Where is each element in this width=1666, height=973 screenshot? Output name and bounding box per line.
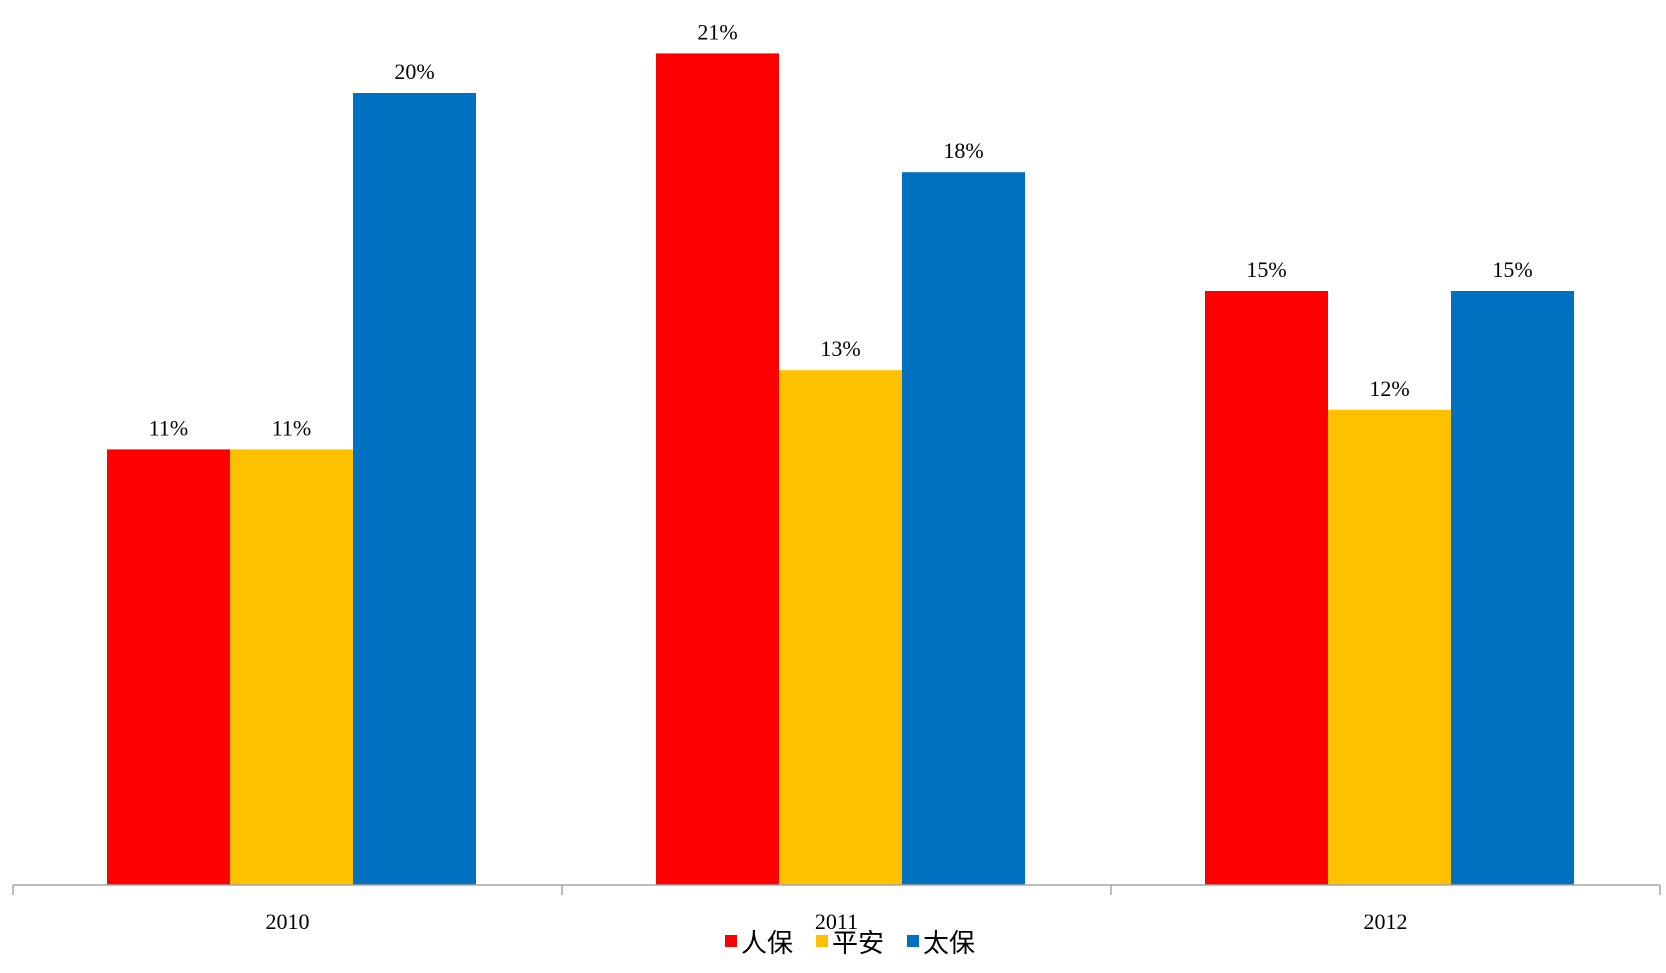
legend-label-2: 太保 (923, 929, 975, 959)
x-tick-label-2012: 2012 (1364, 909, 1408, 934)
legend-label-0: 人保 (741, 929, 793, 959)
data-label-2012-series-1: 12% (1369, 376, 1409, 401)
data-label-2012-series-0: 15% (1246, 257, 1286, 282)
bar-2012-series-0 (1205, 291, 1328, 885)
legend: 人保 平安 太保 (725, 929, 975, 959)
data-label-2010-series-0: 11% (149, 415, 189, 440)
data-label-2012-series-2: 15% (1492, 257, 1532, 282)
bar-2010-series-0 (107, 449, 230, 885)
bar-2010-series-2 (353, 93, 476, 885)
data-label-2011-series-0: 21% (697, 19, 737, 44)
bar-2011-series-1 (779, 370, 902, 885)
legend-label-1: 平安 (832, 929, 884, 959)
data-label-2011-series-2: 18% (943, 138, 983, 163)
legend-swatch-0 (725, 935, 737, 947)
bar-2012-series-1 (1328, 409, 1451, 885)
data-label-2010-series-1: 11% (272, 415, 312, 440)
bar-2011-series-0 (656, 53, 779, 885)
data-label-2010-series-2: 20% (394, 59, 434, 84)
bar-2011-series-2 (902, 172, 1025, 885)
legend-swatch-1 (816, 935, 828, 947)
bars-layer (107, 53, 1574, 885)
data-label-2011-series-1: 13% (820, 336, 860, 361)
x-tick-label-2011: 2011 (815, 909, 858, 934)
bar-2012-series-2 (1451, 291, 1574, 885)
bar-2010-series-1 (230, 449, 353, 885)
data-labels-layer: 11% 11% 20% 21% 13% 18% 15% 12% 15% (149, 19, 1533, 440)
x-axis: 2010 2011 2012 (12, 884, 1661, 934)
legend-swatch-2 (907, 935, 919, 947)
x-tick-label-2010: 2010 (266, 909, 310, 934)
